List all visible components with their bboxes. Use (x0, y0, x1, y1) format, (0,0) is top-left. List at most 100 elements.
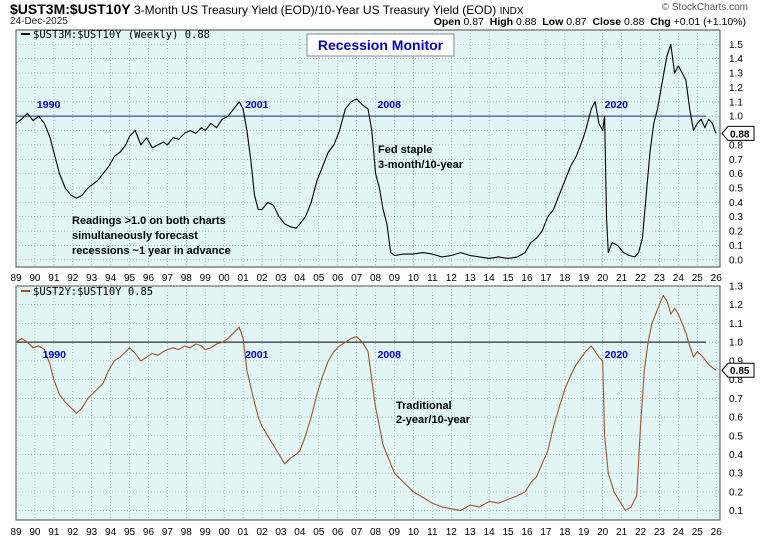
legend-label: $UST2Y:$UST10Y 0.85 (33, 286, 153, 298)
symbol-label: $UST3M:$UST10Y (10, 1, 131, 17)
y-tick-label: 0.4 (729, 198, 743, 209)
annotation-line: recessions ~1 year in advance (72, 245, 231, 257)
x-tick-label: 91 (48, 273, 60, 284)
x-tick-label: 12 (446, 273, 458, 284)
x-tick-label: 91 (48, 527, 60, 538)
x-tick-label: 06 (332, 273, 344, 284)
x-tick-label: 25 (692, 527, 704, 538)
last-value-label: 0.88 (730, 129, 750, 140)
y-tick-label: 0.3 (729, 469, 743, 480)
symbol-description: 3-Month US Treasury Yield (EOD)/10-Year … (133, 3, 497, 17)
x-tick-label: 93 (86, 527, 98, 538)
x-tick-label: 07 (351, 527, 363, 538)
recession-monitor-title: Recession Monitor (318, 37, 444, 53)
annotation-line: 2-year/10-year (396, 414, 471, 426)
y-tick-label: 0.5 (729, 184, 743, 195)
y-tick-label: 0.4 (729, 450, 743, 461)
annotation-line: simultaneously forecast (72, 230, 198, 242)
high-label: High (489, 16, 514, 28)
x-tick-label: 98 (181, 527, 193, 538)
x-tick-label: 23 (654, 273, 666, 284)
x-tick-label: 15 (502, 527, 514, 538)
x-tick-label: 08 (370, 273, 382, 284)
annotation-line: Readings >1.0 on both charts (72, 215, 226, 227)
high-value: 0.88 (515, 16, 537, 28)
y-tick-label: 0.3 (729, 212, 743, 223)
x-tick-label: 14 (484, 527, 496, 538)
x-tick-label: 89 (10, 527, 22, 538)
plot-area-1 (15, 285, 721, 521)
legend-label: $UST3M:$UST10Y (Weekly) 0.88 (33, 29, 210, 41)
x-tick-label: 95 (124, 273, 136, 284)
recession-year-label: 2008 (378, 99, 402, 111)
x-tick-label: 22 (635, 527, 647, 538)
x-tick-label: 01 (238, 527, 250, 538)
y-tick-label: 0.8 (729, 140, 743, 151)
x-tick-label: 08 (370, 527, 382, 538)
x-tick-label: 17 (540, 273, 552, 284)
x-tick-label: 21 (616, 273, 628, 284)
x-tick-label: 07 (351, 273, 363, 284)
recession-year-label: 1990 (37, 99, 61, 111)
recession-monitor-box (306, 33, 455, 57)
chart-title: $UST3M:$UST10Y 3-Month US Treasury Yield… (10, 1, 524, 17)
y-tick-label: 1.1 (729, 97, 743, 108)
y-tick-label: 0.1 (729, 241, 743, 252)
x-tick-label: 19 (578, 527, 590, 538)
x-tick-label: 10 (408, 273, 420, 284)
x-tick-label: 90 (29, 273, 41, 284)
x-tick-label: 13 (465, 527, 477, 538)
x-tick-label: 04 (294, 527, 306, 538)
chg-label: Chg (650, 16, 671, 28)
x-tick-label: 94 (105, 273, 117, 284)
chg-value: +0.01 (+1.10%) (673, 16, 746, 28)
y-tick-label: 0.2 (729, 227, 743, 238)
annotation-line: 3-month/10-year (378, 159, 464, 171)
y-tick-label: 0.9 (729, 356, 743, 367)
y-tick-label: 1.2 (729, 83, 743, 94)
x-tick-label: 24 (673, 527, 685, 538)
y-tick-label: 0.8 (729, 375, 743, 386)
close-label: Close (592, 16, 622, 28)
annotation-line: Traditional (396, 400, 452, 412)
x-tick-label: 01 (238, 273, 250, 284)
x-tick-label: 92 (67, 273, 79, 284)
x-tick-label: 17 (540, 527, 552, 538)
open-label: Open (433, 16, 461, 28)
y-tick-label: 0.1 (729, 506, 743, 517)
x-tick-label: 97 (162, 527, 174, 538)
last-value-marker (721, 125, 755, 141)
last-value-label: 0.85 (730, 366, 750, 377)
last-value-marker (721, 362, 755, 378)
x-tick-label: 95 (124, 527, 136, 538)
y-tick-label: 1.4 (729, 54, 743, 65)
recession-year-label: 2001 (245, 349, 269, 361)
chart-date: 24-Dec-2025 (10, 16, 68, 27)
y-tick-label: 0.0 (729, 255, 743, 266)
x-tick-label: 26 (711, 273, 723, 284)
y-tick-label: 0.7 (729, 155, 743, 166)
x-tick-label: 19 (578, 273, 590, 284)
x-tick-label: 00 (219, 527, 231, 538)
x-tick-label: 16 (521, 527, 533, 538)
x-tick-label: 11 (427, 527, 438, 538)
y-tick-label: 0.6 (729, 413, 743, 424)
x-tick-label: 99 (200, 273, 212, 284)
y-tick-label: 0.7 (729, 394, 743, 405)
x-tick-label: 18 (559, 527, 571, 538)
x-tick-label: 24 (673, 273, 685, 284)
x-tick-label: 02 (256, 527, 268, 538)
recession-year-label: 1990 (43, 349, 67, 361)
y-tick-label: 1.3 (729, 69, 743, 80)
x-tick-label: 13 (465, 273, 477, 284)
x-tick-label: 04 (294, 273, 306, 284)
x-tick-label: 20 (597, 527, 609, 538)
x-tick-label: 05 (313, 527, 325, 538)
x-tick-label: 25 (692, 273, 704, 284)
x-tick-label: 11 (427, 273, 438, 284)
recession-year-label: 2008 (378, 349, 402, 361)
x-tick-label: 98 (181, 273, 193, 284)
index-tag: INDX (499, 6, 524, 17)
y-tick-label: 1.0 (729, 112, 743, 123)
